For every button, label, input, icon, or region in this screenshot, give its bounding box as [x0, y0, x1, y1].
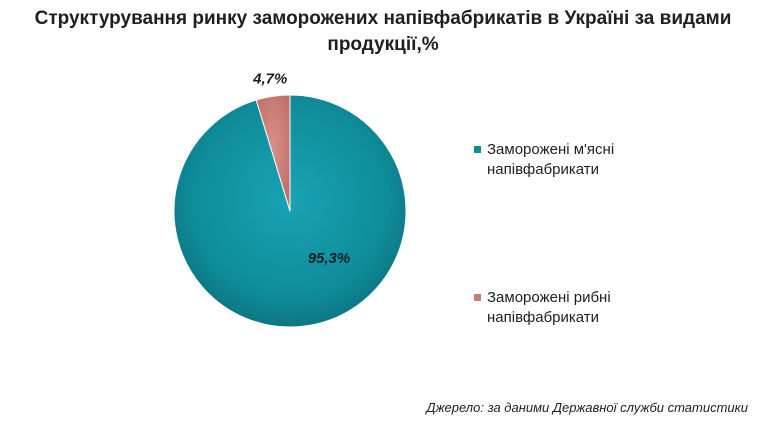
legend-label-fish: Заморожені рибні напівфабрикати [487, 289, 611, 326]
chart-title-line-2: продукції,% [327, 34, 439, 55]
legend-swatch-meat [474, 146, 481, 153]
chart-title: Структурування ринку заморожених напівфа… [0, 6, 766, 58]
legend-label-meat: Заморожені м'ясні напівфабрикати [487, 141, 615, 178]
pie-slices [173, 94, 407, 328]
chart-title-line-1: Структурування ринку заморожених напівфа… [34, 8, 732, 29]
pie-label-fish: 4,7% [252, 70, 287, 87]
chart-source-note: Джерело: за даними Державної служби стат… [426, 400, 748, 415]
legend-item-meat: Заморожені м'ясні напівфабрикати [474, 140, 734, 180]
pie-slice-labels: 95,3% 4,7% [252, 70, 350, 266]
pie-slice-fish [255, 94, 291, 212]
pie-label-meat: 95,3% [308, 250, 351, 267]
legend-swatch-fish [474, 294, 481, 301]
legend-item-fish: Заморожені рибні напівфабрикати [474, 288, 734, 328]
